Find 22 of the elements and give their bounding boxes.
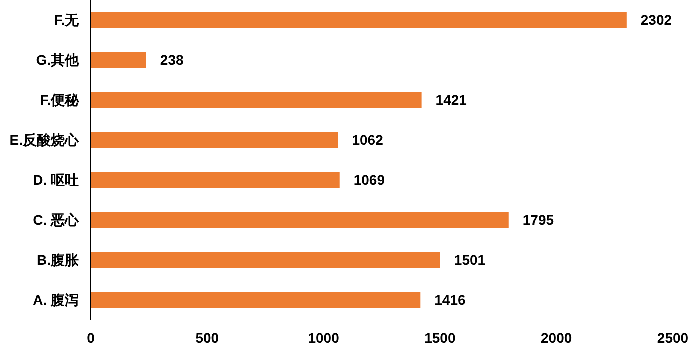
x-tick-label: 2000 bbox=[541, 330, 572, 346]
y-tick-label: C. 恶心 bbox=[33, 212, 80, 228]
x-tick-label: 0 bbox=[87, 330, 96, 346]
x-tick-label: 1000 bbox=[308, 330, 340, 346]
data-label: 1421 bbox=[436, 92, 468, 108]
y-tick-label: G.其他 bbox=[36, 52, 80, 68]
x-tick-label: 1500 bbox=[424, 330, 456, 346]
data-label: 1795 bbox=[522, 212, 554, 228]
y-tick-label: A. 腹泻 bbox=[33, 292, 79, 308]
x-tick-label: 2500 bbox=[657, 330, 689, 346]
data-label: 1062 bbox=[352, 132, 384, 148]
x-tick-label: 500 bbox=[196, 330, 220, 346]
data-label: 238 bbox=[160, 52, 184, 68]
data-label: 1416 bbox=[434, 292, 466, 308]
y-tick-label: F.无 bbox=[54, 12, 80, 28]
y-tick-label: D. 呕吐 bbox=[33, 172, 79, 188]
data-label: 1501 bbox=[454, 252, 486, 268]
y-tick-label: F.便秘 bbox=[40, 92, 80, 108]
data-label: 1069 bbox=[354, 172, 386, 188]
y-tick-label: B.腹胀 bbox=[37, 252, 80, 268]
y-tick-label: E.反酸烧心 bbox=[10, 132, 80, 148]
data-label: 2302 bbox=[640, 12, 672, 28]
